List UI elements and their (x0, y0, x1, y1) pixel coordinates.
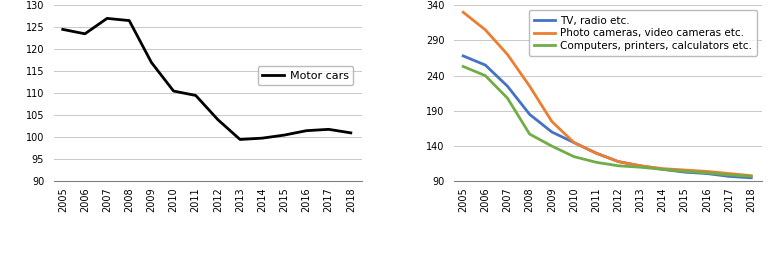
Legend: TV, radio etc., Photo cameras, video cameras etc., Computers, printers, calculat: TV, radio etc., Photo cameras, video cam… (529, 10, 757, 56)
Legend: Motor cars: Motor cars (258, 66, 353, 85)
